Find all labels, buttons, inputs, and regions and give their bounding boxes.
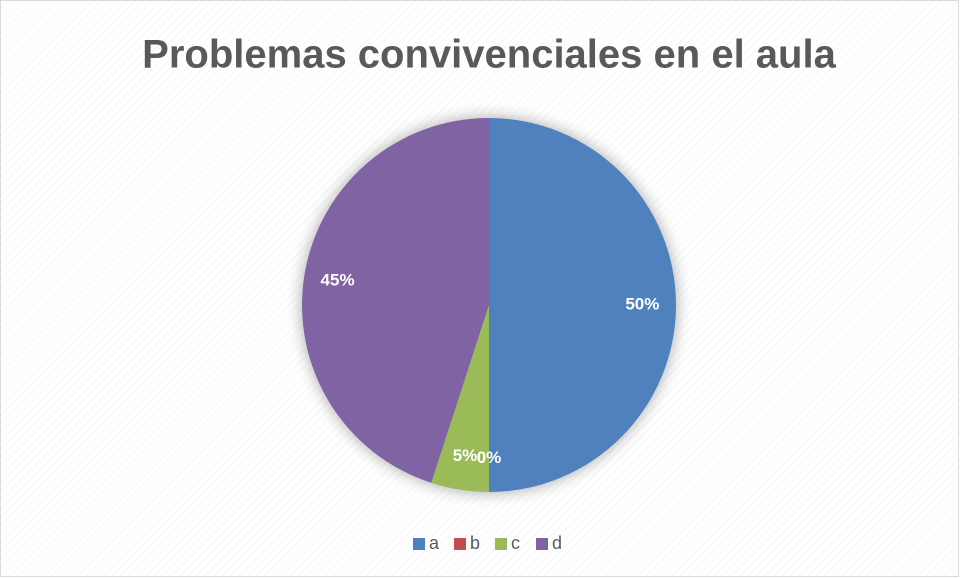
pie-slice: [302, 118, 489, 483]
legend-label: b: [470, 533, 480, 553]
pie-slice: [431, 305, 489, 492]
chart-title: Problemas convivenciales en el aula: [142, 33, 836, 77]
pie: [302, 118, 676, 492]
data-label: 5%: [453, 446, 478, 465]
legend-label: d: [552, 533, 562, 553]
data-label: 45%: [321, 270, 355, 289]
legend-label: a: [429, 533, 440, 553]
legend-swatch: [495, 538, 507, 550]
legend-swatch: [454, 538, 466, 550]
pie-slice: [489, 118, 676, 492]
data-label: 0%: [477, 448, 502, 467]
legend-swatch: [413, 538, 425, 550]
legend-label: c: [511, 533, 520, 553]
data-label: 50%: [625, 294, 659, 313]
legend-swatch: [536, 538, 548, 550]
